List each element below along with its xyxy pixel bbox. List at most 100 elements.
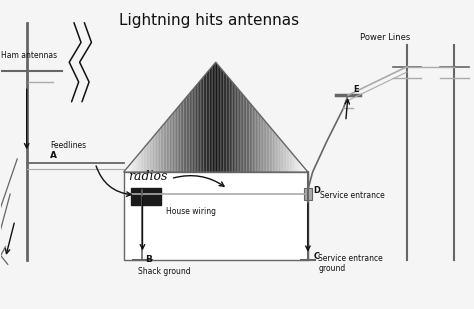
Polygon shape xyxy=(150,139,151,172)
Polygon shape xyxy=(274,132,276,172)
Polygon shape xyxy=(225,73,227,172)
Polygon shape xyxy=(185,97,187,172)
Polygon shape xyxy=(242,93,243,172)
Polygon shape xyxy=(183,99,185,172)
Polygon shape xyxy=(271,128,273,172)
Polygon shape xyxy=(227,75,228,172)
Text: B: B xyxy=(145,255,152,264)
Polygon shape xyxy=(303,167,305,172)
Polygon shape xyxy=(273,130,274,172)
Polygon shape xyxy=(131,161,133,172)
Polygon shape xyxy=(254,108,255,172)
Polygon shape xyxy=(205,73,207,172)
Polygon shape xyxy=(194,86,196,172)
Text: C: C xyxy=(314,252,319,261)
Polygon shape xyxy=(168,117,170,172)
Polygon shape xyxy=(280,139,282,172)
Polygon shape xyxy=(190,91,191,172)
Polygon shape xyxy=(156,132,157,172)
Polygon shape xyxy=(164,123,165,172)
Bar xyxy=(124,172,308,260)
Polygon shape xyxy=(211,66,213,172)
Polygon shape xyxy=(208,70,210,172)
Polygon shape xyxy=(165,121,166,172)
Polygon shape xyxy=(155,133,156,172)
Bar xyxy=(131,188,161,205)
Polygon shape xyxy=(223,71,225,172)
Polygon shape xyxy=(145,145,146,172)
Polygon shape xyxy=(282,141,283,172)
Polygon shape xyxy=(201,79,202,172)
Polygon shape xyxy=(160,126,162,172)
Text: radios: radios xyxy=(128,171,168,184)
Text: E: E xyxy=(353,85,358,94)
Polygon shape xyxy=(196,84,197,172)
Polygon shape xyxy=(124,170,125,172)
Polygon shape xyxy=(216,62,217,172)
Polygon shape xyxy=(260,115,262,172)
Polygon shape xyxy=(127,167,128,172)
Polygon shape xyxy=(188,93,190,172)
Polygon shape xyxy=(300,163,302,172)
Polygon shape xyxy=(233,83,234,172)
Polygon shape xyxy=(292,154,294,172)
Polygon shape xyxy=(283,143,285,172)
Polygon shape xyxy=(234,84,236,172)
Polygon shape xyxy=(140,150,142,172)
Polygon shape xyxy=(265,121,266,172)
Polygon shape xyxy=(202,77,203,172)
Polygon shape xyxy=(174,110,176,172)
Polygon shape xyxy=(125,168,127,172)
Polygon shape xyxy=(253,106,254,172)
Text: Service entrance: Service entrance xyxy=(319,191,384,200)
Polygon shape xyxy=(290,150,291,172)
Polygon shape xyxy=(137,154,139,172)
Polygon shape xyxy=(291,152,292,172)
Polygon shape xyxy=(203,75,205,172)
Polygon shape xyxy=(245,97,246,172)
Polygon shape xyxy=(257,112,259,172)
Polygon shape xyxy=(153,135,155,172)
Text: Ham antennas: Ham antennas xyxy=(0,51,57,60)
Polygon shape xyxy=(217,64,219,172)
Polygon shape xyxy=(181,103,182,172)
Polygon shape xyxy=(182,101,183,172)
Polygon shape xyxy=(187,95,188,172)
Polygon shape xyxy=(239,90,240,172)
Polygon shape xyxy=(133,159,134,172)
Polygon shape xyxy=(302,165,303,172)
Polygon shape xyxy=(148,141,150,172)
Text: Feedlines: Feedlines xyxy=(50,141,86,150)
Polygon shape xyxy=(146,143,148,172)
Polygon shape xyxy=(179,104,181,172)
Bar xyxy=(304,188,312,200)
Polygon shape xyxy=(286,146,288,172)
Polygon shape xyxy=(229,79,231,172)
Polygon shape xyxy=(199,81,201,172)
Polygon shape xyxy=(288,148,290,172)
Polygon shape xyxy=(231,81,233,172)
Polygon shape xyxy=(228,77,229,172)
Polygon shape xyxy=(214,62,216,172)
Polygon shape xyxy=(222,70,223,172)
Text: Service entrance
ground: Service entrance ground xyxy=(318,254,383,273)
Polygon shape xyxy=(294,156,296,172)
Text: D: D xyxy=(314,186,320,195)
Polygon shape xyxy=(220,68,222,172)
Polygon shape xyxy=(177,106,179,172)
Polygon shape xyxy=(166,119,168,172)
Polygon shape xyxy=(264,119,265,172)
Polygon shape xyxy=(170,115,171,172)
Polygon shape xyxy=(173,112,174,172)
Text: Lightning hits antennas: Lightning hits antennas xyxy=(118,13,299,28)
Polygon shape xyxy=(270,126,271,172)
Polygon shape xyxy=(276,133,277,172)
Polygon shape xyxy=(277,135,279,172)
Polygon shape xyxy=(210,68,211,172)
Polygon shape xyxy=(207,71,208,172)
Polygon shape xyxy=(237,88,239,172)
Text: Power Lines: Power Lines xyxy=(360,33,410,42)
Polygon shape xyxy=(136,156,137,172)
Polygon shape xyxy=(162,125,164,172)
Polygon shape xyxy=(259,113,260,172)
